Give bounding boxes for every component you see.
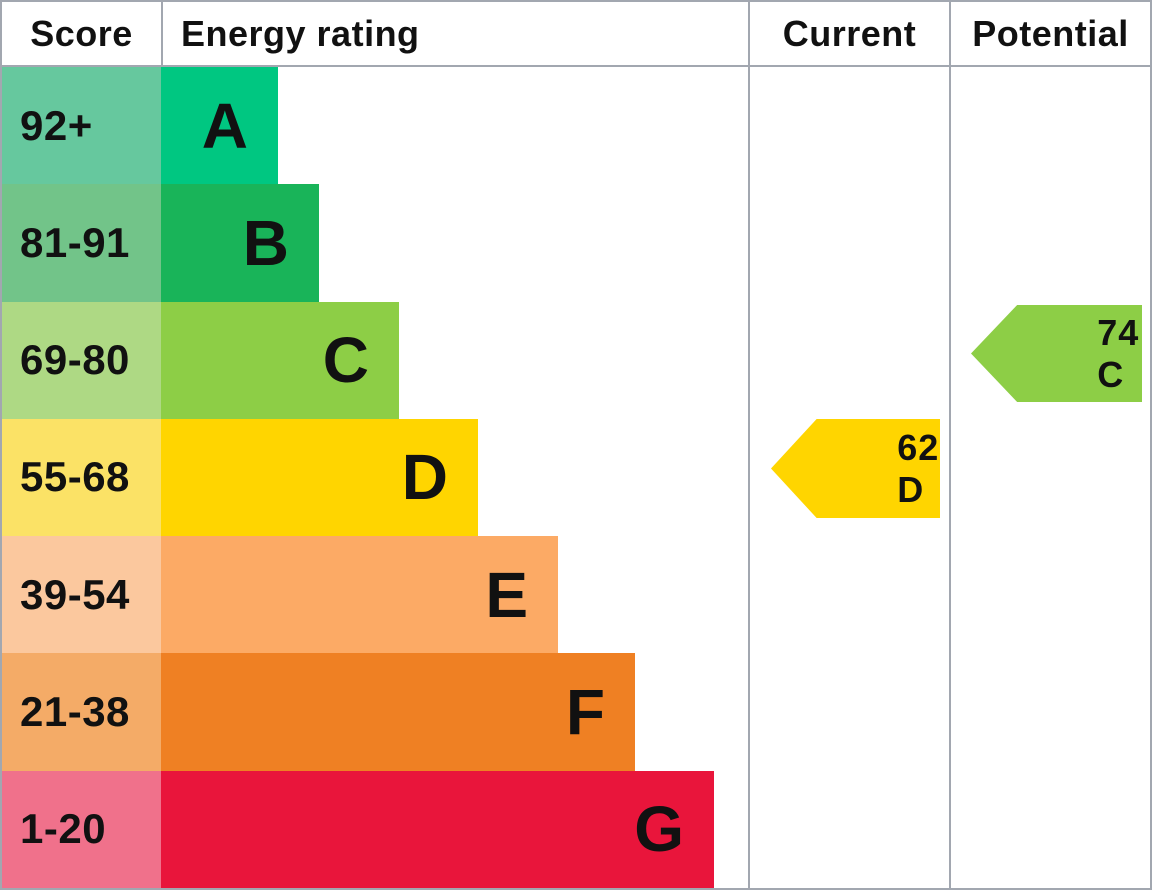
band-letter-a: A bbox=[201, 89, 248, 162]
band-letter-f: F bbox=[565, 676, 605, 749]
band-row-g: 1-20 G bbox=[2, 770, 1150, 888]
score-range-label-f: 21-38 bbox=[20, 688, 130, 736]
band-bar-b: B bbox=[161, 184, 319, 302]
band-bar-c: C bbox=[161, 301, 399, 419]
header-score: Score bbox=[2, 2, 161, 65]
header-energy-rating: Energy rating bbox=[181, 2, 741, 65]
score-cell-a: 92+ bbox=[2, 67, 161, 185]
band-row-a: 92+ A bbox=[2, 67, 1150, 185]
band-row-e: 39-54 E bbox=[2, 536, 1150, 654]
header-current-label: Current bbox=[782, 12, 917, 54]
band-bar-a: A bbox=[161, 67, 278, 185]
band-row-f: 21-38 F bbox=[2, 653, 1150, 771]
divider-header-bottom bbox=[2, 65, 1150, 67]
band-rows: 92+ A 81-91 B 69-80 C 55-68 bbox=[2, 67, 1150, 888]
score-range-label-d: 55-68 bbox=[20, 453, 130, 501]
divider-rating-current bbox=[748, 2, 750, 888]
divider-current-potential bbox=[949, 2, 951, 888]
band-bar-e: E bbox=[161, 536, 558, 654]
header-potential: Potential bbox=[951, 2, 1150, 65]
score-cell-d: 55-68 bbox=[2, 418, 161, 537]
band-letter-e: E bbox=[485, 558, 528, 631]
band-bar-d: D bbox=[161, 418, 478, 537]
band-row-d: 55-68 D bbox=[2, 418, 1150, 537]
band-bar-f: F bbox=[161, 653, 635, 771]
band-letter-b: B bbox=[242, 206, 289, 279]
header-energy-rating-label: Energy rating bbox=[181, 12, 420, 54]
band-letter-g: G bbox=[634, 793, 684, 866]
score-range-label-a: 92+ bbox=[20, 101, 93, 149]
score-cell-f: 21-38 bbox=[2, 653, 161, 771]
score-range-label-g: 1-20 bbox=[20, 805, 107, 853]
score-range-label-b: 81-91 bbox=[20, 218, 130, 266]
score-cell-c: 69-80 bbox=[2, 301, 161, 419]
current-rating-label: 62 D bbox=[897, 426, 940, 510]
header-current: Current bbox=[750, 2, 949, 65]
divider-score-rating bbox=[161, 2, 163, 67]
band-letter-c: C bbox=[322, 324, 369, 397]
band-bar-g: G bbox=[161, 770, 714, 888]
score-range-label-e: 39-54 bbox=[20, 570, 130, 618]
header-score-label: Score bbox=[30, 12, 133, 54]
header-potential-label: Potential bbox=[972, 12, 1129, 54]
score-cell-e: 39-54 bbox=[2, 536, 161, 654]
score-range-label-c: 69-80 bbox=[20, 336, 130, 384]
potential-rating-label: 74 C bbox=[1097, 311, 1140, 395]
score-cell-b: 81-91 bbox=[2, 184, 161, 302]
band-row-b: 81-91 B bbox=[2, 184, 1150, 302]
band-row-c: 69-80 C bbox=[2, 301, 1150, 419]
score-cell-g: 1-20 bbox=[2, 770, 161, 888]
band-letter-d: D bbox=[401, 441, 448, 514]
